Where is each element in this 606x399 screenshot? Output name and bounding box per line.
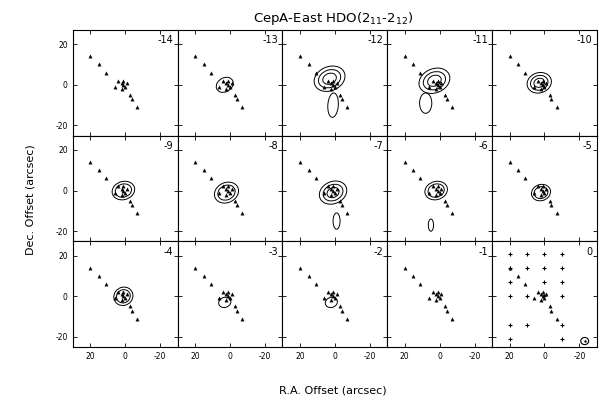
Text: R.A. Offset (arcsec): R.A. Offset (arcsec) [279,385,387,395]
Text: -5: -5 [583,141,593,151]
Text: -7: -7 [373,141,383,151]
Text: -13: -13 [262,35,278,45]
Text: -12: -12 [367,35,383,45]
Text: Dec. Offset (arcsec): Dec. Offset (arcsec) [25,144,35,255]
Text: -14: -14 [158,35,173,45]
Text: -9: -9 [164,141,173,151]
Text: 0: 0 [587,247,593,257]
Text: CepA-East HDO(2$_{11}$-2$_{12}$): CepA-East HDO(2$_{11}$-2$_{12}$) [253,10,413,27]
Text: -4: -4 [164,247,173,257]
Text: -3: -3 [268,247,278,257]
Text: -11: -11 [472,35,488,45]
Text: -8: -8 [268,141,278,151]
Text: -2: -2 [373,247,383,257]
Text: -10: -10 [577,35,593,45]
Text: -6: -6 [478,141,488,151]
Text: -1: -1 [478,247,488,257]
